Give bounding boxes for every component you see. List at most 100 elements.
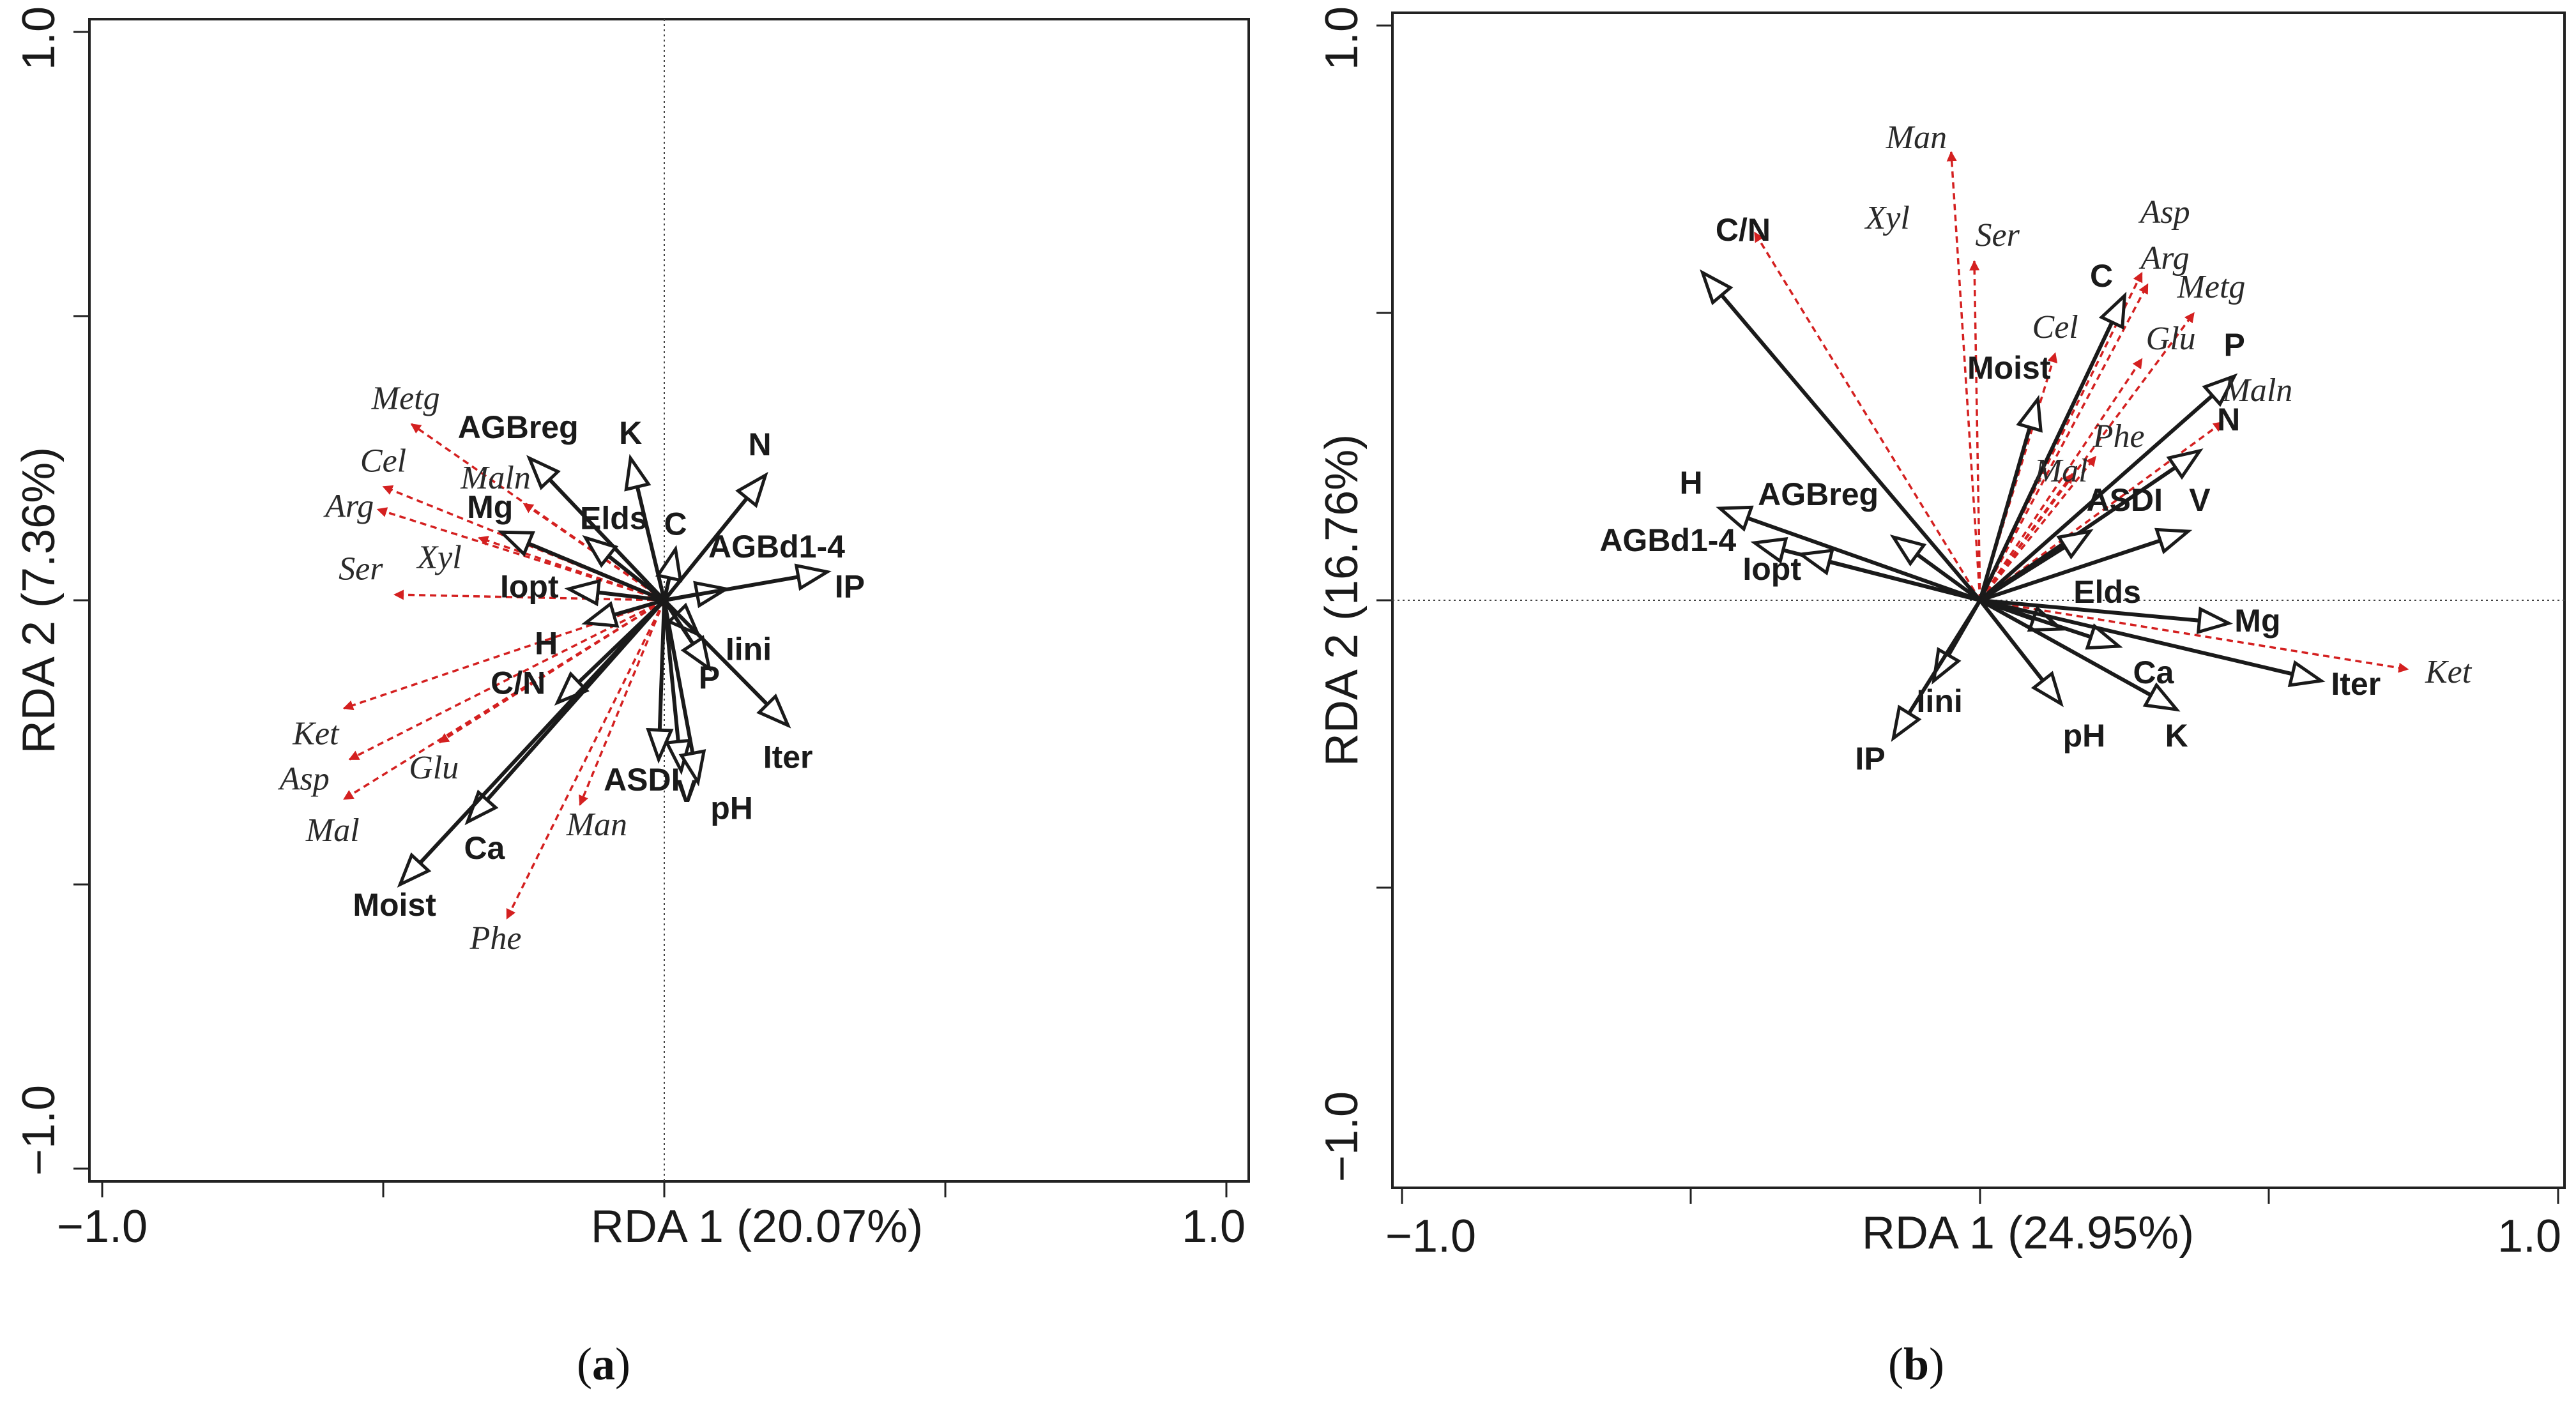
panel-a-species-vector-cel bbox=[382, 485, 665, 602]
panel-a-species-label-glu: Glu bbox=[409, 750, 459, 786]
panel-b-env-arrowhead-k bbox=[2142, 682, 2181, 712]
panel-b-env-label-ph: pH bbox=[2063, 718, 2106, 754]
panel-b-env-vector-iter bbox=[1979, 598, 2293, 676]
panel-a-env-arrowhead-iter bbox=[756, 694, 791, 729]
panel-a-species-label-man: Man bbox=[566, 807, 627, 843]
panel-b-env-label-n: N bbox=[2217, 402, 2240, 437]
panel-b-env-vector-asdi bbox=[1979, 545, 2066, 602]
panel-b-letter: b bbox=[1903, 1339, 1929, 1390]
panel-b-env-arrowhead-n bbox=[2166, 448, 2204, 480]
panel-b-species-vector-ser bbox=[1969, 260, 1981, 601]
panel-a-species-label-metg: Metg bbox=[371, 380, 440, 416]
panel-a-env-label-n: N bbox=[749, 427, 772, 462]
panel-b-env-label-k: K bbox=[2165, 718, 2188, 754]
panel-a-env-label-iini: Iini bbox=[726, 631, 772, 667]
panel-a-species-label-mal: Mal bbox=[305, 812, 360, 849]
panel-a-species-label-cel: Cel bbox=[360, 443, 406, 479]
panel-a-env-label-c-n: C/N bbox=[491, 665, 545, 701]
panel-a-env-label-p: P bbox=[699, 660, 720, 695]
panel-b-env-label-elds: Elds bbox=[2073, 574, 2141, 610]
panel-b-env-arrowhead-h bbox=[1716, 505, 1754, 532]
panel-a-env-arrowhead-moist bbox=[397, 852, 432, 888]
panel-a-env-vector-ph bbox=[662, 600, 695, 754]
panel-a-vectors: Metg Cel Arg Maln Xyl Ser Ket Asp Glu Mal Man Phe AG… bbox=[278, 380, 865, 957]
panel-b-env-label-agbd1-4: AGBd1-4 bbox=[1599, 522, 1736, 558]
panel-a-y-tick-min: −1.0 bbox=[13, 1085, 65, 1176]
panel-a-env-label-elds: Elds bbox=[580, 501, 648, 536]
panel-a-env-arrowhead-k bbox=[624, 453, 652, 492]
panel-a-species-vector-maln bbox=[522, 503, 665, 602]
panel-b-env-vector-agbreg bbox=[1916, 552, 1981, 602]
panel-b-env-vector-ph bbox=[1978, 599, 2045, 682]
panel-a-env-vector-c bbox=[662, 577, 671, 601]
panel-a-env-label-c: C bbox=[664, 506, 687, 542]
panel-a-env-arrowhead-c bbox=[655, 545, 683, 582]
panel-a-env-label-v: V bbox=[676, 773, 698, 809]
panel-a-env-label-moist: Moist bbox=[353, 887, 436, 923]
panel-a-species-vector-xyl bbox=[478, 536, 665, 602]
panel-b-env-arrowhead-iter bbox=[2287, 660, 2326, 687]
panel-a-env-label-h: H bbox=[535, 625, 558, 661]
panel-b-species-label-maln: Maln bbox=[2222, 372, 2293, 409]
panel-b-env-label-h: H bbox=[1679, 465, 1702, 501]
panel-a-env-vector-n bbox=[662, 497, 749, 602]
panel-b-env-arrowhead-agbd1-4 bbox=[1750, 536, 1788, 564]
panel-a-env-label-agbreg: AGBreg bbox=[458, 409, 579, 445]
panel-a-species-label-maln: Maln bbox=[460, 460, 531, 496]
panel-a-x-tick-max: 1.0 bbox=[1182, 1201, 1246, 1252]
panel-a-species-label-asp: Asp bbox=[278, 761, 330, 798]
panel-b-env-vector-iopt bbox=[1829, 559, 1981, 602]
panel-a-env-label-ca: Ca bbox=[464, 830, 505, 866]
panel-b-species-vector-mal bbox=[1979, 473, 2074, 602]
panel-b-env-vector-c bbox=[1978, 321, 2114, 602]
panel-b-env-arrowhead-ca bbox=[2085, 623, 2123, 650]
panel-b-species-label-mal: Mal bbox=[2034, 453, 2088, 489]
panel-b-x-tick-max: 1.0 bbox=[2497, 1211, 2561, 1262]
panel-b-species-vector-glu bbox=[1979, 358, 2143, 601]
panel-b-species-vector-maln bbox=[1979, 421, 2224, 602]
panel-a-env-vector-iter bbox=[662, 598, 769, 706]
panel-a-species-label-arg: Arg bbox=[323, 489, 374, 525]
panel-a-env-arrowhead-h bbox=[581, 601, 620, 628]
panel-b-env-vector-c-n bbox=[1720, 294, 1982, 602]
panel-a-env-vector-moist bbox=[418, 598, 666, 865]
panel-a-label: (a) bbox=[577, 1339, 630, 1390]
panel-b-chart: −1.0 1.0 1.0 −1.0 RDA 1 (24.95%) RDA 2 (… bbox=[1316, 6, 2566, 1390]
panel-b-env-vector-moist bbox=[1978, 427, 2032, 601]
panel-a-species-label-xyl: Xyl bbox=[416, 540, 461, 576]
panel-b-env-label-iopt: Iopt bbox=[1742, 551, 1801, 587]
panel-a-env-label-asdi: ASDI bbox=[604, 762, 680, 798]
panel-b-species-label-arg: Arg bbox=[2139, 240, 2190, 277]
panel-a-env-arrowhead-iopt bbox=[564, 579, 602, 607]
panel-a-x-axis-label: RDA 1 (20.07%) bbox=[591, 1201, 923, 1252]
panel-b-env-arrowhead-asdi bbox=[2056, 529, 2094, 560]
panel-b-species-label-xyl: Xyl bbox=[1864, 200, 1910, 236]
panel-b-species-vector-asp bbox=[1979, 271, 2143, 601]
panel-b-env-arrowhead-iini bbox=[1932, 647, 1962, 685]
panel-b-env-arrowhead-agbreg bbox=[1889, 534, 1927, 567]
panel-b-env-label-asdi: ASDI bbox=[2087, 482, 2163, 518]
panel-a-env-arrowhead-ph bbox=[678, 749, 706, 787]
panel-b-env-arrowhead-ph bbox=[2031, 671, 2064, 708]
panel-a-env-arrowhead-ip bbox=[794, 563, 832, 591]
panel-b-env-vector-mg bbox=[1979, 598, 2200, 623]
panel-b-env-label-iini: Iini bbox=[1917, 683, 1963, 719]
panel-b-env-label-moist: Moist bbox=[1967, 350, 2051, 386]
panel-b-x-tick-min: −1.0 bbox=[1385, 1211, 1476, 1262]
panel-b-species-label-metg: Metg bbox=[2177, 269, 2246, 305]
panel-b-y-axis-label: RDA 2 (16.76%) bbox=[1316, 434, 1368, 766]
panel-a-env-label-iter: Iter bbox=[763, 739, 813, 775]
panel-b-env-arrowhead-iopt bbox=[1796, 549, 1834, 576]
panel-a-species-vector-arg bbox=[376, 507, 665, 602]
panel-b-env-label-c: C bbox=[2090, 258, 2113, 294]
panel-a-env-arrowhead-c-n bbox=[554, 671, 590, 706]
panel-b-env-vector-k bbox=[1979, 598, 2152, 697]
panel-a-chart: −1.0 1.0 1.0 −1.0 RDA 1 (20.07%) RDA 2 (… bbox=[13, 6, 1250, 1390]
panel-b-env-arrowhead-ip bbox=[1891, 704, 1922, 742]
panel-a-env-arrowhead-n bbox=[735, 471, 768, 508]
panel-b-env-arrowhead-c-n bbox=[1700, 269, 1734, 305]
panel-b-env-label-ip: IP bbox=[1855, 741, 1885, 777]
panel-b-species-label-cel: Cel bbox=[2032, 309, 2078, 345]
